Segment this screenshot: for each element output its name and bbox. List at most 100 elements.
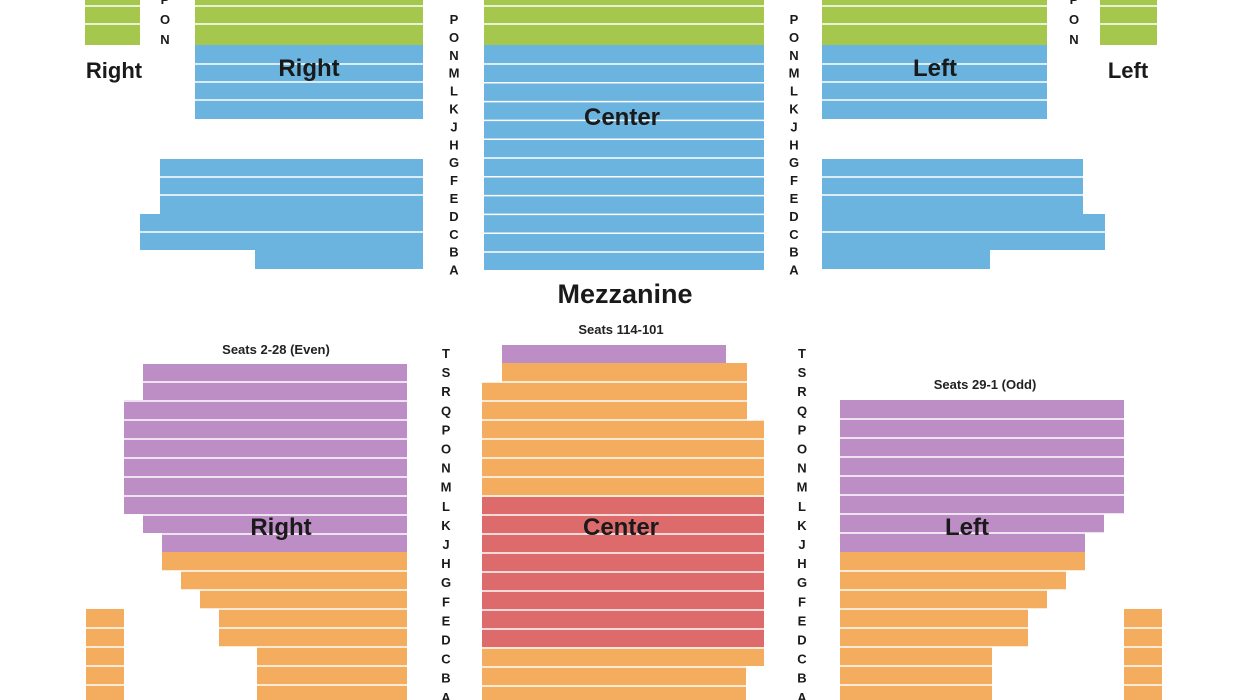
seats-left-label: Seats 29-1 (Odd) xyxy=(934,377,1037,392)
seat-block[interactable] xyxy=(840,552,1085,571)
seat-block[interactable] xyxy=(482,666,746,700)
seat-block[interactable] xyxy=(162,533,407,552)
seat-block[interactable] xyxy=(160,159,423,214)
row-letter: N xyxy=(789,48,798,63)
seat-block[interactable] xyxy=(181,571,407,590)
mezz-far-right-label: Right xyxy=(86,58,143,83)
row-letter: T xyxy=(798,346,806,361)
seat-block[interactable] xyxy=(840,533,1085,552)
row-letter: C xyxy=(441,652,451,667)
mezz-left-blue-section[interactable] xyxy=(822,45,1047,119)
seat-block[interactable] xyxy=(143,514,407,533)
orch-left-label: Left xyxy=(945,514,989,541)
orch-center-label: Center xyxy=(583,514,659,541)
row-letter: R xyxy=(441,384,451,399)
row-letter: J xyxy=(442,537,449,552)
seat-block[interactable] xyxy=(840,571,1066,590)
row-letter: P xyxy=(442,422,451,437)
seat-block[interactable] xyxy=(86,609,124,700)
seat-block[interactable] xyxy=(482,647,764,666)
seat-block[interactable] xyxy=(1124,609,1162,700)
row-letter: J xyxy=(450,119,457,134)
mezz-right-green-section[interactable] xyxy=(195,0,423,45)
seat-block[interactable] xyxy=(502,363,747,382)
row-letter: L xyxy=(450,84,458,99)
row-letter: B xyxy=(449,245,458,260)
row-letter: K xyxy=(789,102,799,117)
seat-block[interactable] xyxy=(840,514,1104,533)
row-letter: P xyxy=(161,0,170,7)
row-letter: L xyxy=(790,84,798,99)
row-letter: G xyxy=(789,155,799,170)
seat-block[interactable] xyxy=(822,0,1047,45)
seat-block[interactable] xyxy=(840,590,1047,609)
row-letter: L xyxy=(442,499,450,514)
row-letter: H xyxy=(797,556,806,571)
row-letter: P xyxy=(790,12,799,27)
mezz-right-lower-section[interactable] xyxy=(140,159,423,269)
seat-block[interactable] xyxy=(257,647,407,700)
seat-block[interactable] xyxy=(255,250,423,269)
row-letter: G xyxy=(441,575,451,590)
row-letter: O xyxy=(449,30,459,45)
seat-block[interactable] xyxy=(200,590,407,609)
seat-block[interactable] xyxy=(124,400,407,514)
orch-right-purple-section[interactable] xyxy=(124,364,407,552)
row-letter: P xyxy=(450,12,459,27)
orchestra-level: Seats 114-101 Seats 2-28 (Even) Seats 29… xyxy=(86,322,1162,700)
seat-block[interactable] xyxy=(195,0,423,45)
orch-far-left-box[interactable] xyxy=(1124,609,1162,700)
row-letter: B xyxy=(441,671,450,686)
row-letter: K xyxy=(449,102,459,117)
row-letter: O xyxy=(789,30,799,45)
seat-block[interactable] xyxy=(822,159,1083,214)
mezzanine-level: Right P O N Right xyxy=(85,0,1157,309)
row-letter: O xyxy=(1069,12,1079,27)
row-letter: O xyxy=(797,442,807,457)
row-letter: J xyxy=(790,119,797,134)
seat-block[interactable] xyxy=(822,250,990,269)
seat-block[interactable] xyxy=(85,0,140,45)
seat-block[interactable] xyxy=(484,0,764,45)
seat-block[interactable] xyxy=(1100,0,1157,45)
mezz-left-green-section[interactable] xyxy=(822,0,1047,45)
row-letter: H xyxy=(449,137,458,152)
seat-block[interactable] xyxy=(162,552,407,571)
row-letter: F xyxy=(790,173,798,188)
orch-far-right-box[interactable] xyxy=(86,609,124,700)
mezz-far-left-rows: P O N xyxy=(1069,0,1079,47)
orch-right-orange-section[interactable] xyxy=(162,552,407,700)
row-letter: F xyxy=(442,594,450,609)
seat-block[interactable] xyxy=(502,345,726,363)
row-letter: Q xyxy=(797,403,807,418)
row-letter: E xyxy=(442,613,451,628)
orch-left-orange-section[interactable] xyxy=(840,552,1085,700)
mezz-right-blue-section[interactable] xyxy=(195,45,423,119)
mezz-far-right-section[interactable] xyxy=(85,0,140,45)
row-letter: D xyxy=(441,633,450,648)
row-letter: N xyxy=(449,48,458,63)
mezz-center-blue-section[interactable] xyxy=(484,45,764,272)
row-letter: G xyxy=(449,155,459,170)
row-letter: A xyxy=(441,690,451,700)
row-letter: R xyxy=(797,384,807,399)
mezz-center-green-section[interactable] xyxy=(484,0,764,45)
seat-block[interactable] xyxy=(840,647,992,700)
row-letter: S xyxy=(442,365,451,380)
seats-right-label: Seats 2-28 (Even) xyxy=(222,342,330,357)
row-letter: M xyxy=(789,66,800,81)
mezz-far-left-section[interactable] xyxy=(1100,0,1157,45)
row-letter: K xyxy=(441,518,451,533)
row-letter: T xyxy=(442,346,450,361)
row-letter: E xyxy=(798,613,807,628)
mezz-left-lower-section[interactable] xyxy=(822,159,1105,269)
orch-right-label: Right xyxy=(250,514,311,541)
orch-center-lower-orange-section[interactable] xyxy=(482,647,764,700)
orch-center-purple-section[interactable] xyxy=(502,345,726,363)
row-letter: H xyxy=(789,137,798,152)
row-letter: B xyxy=(789,245,798,260)
